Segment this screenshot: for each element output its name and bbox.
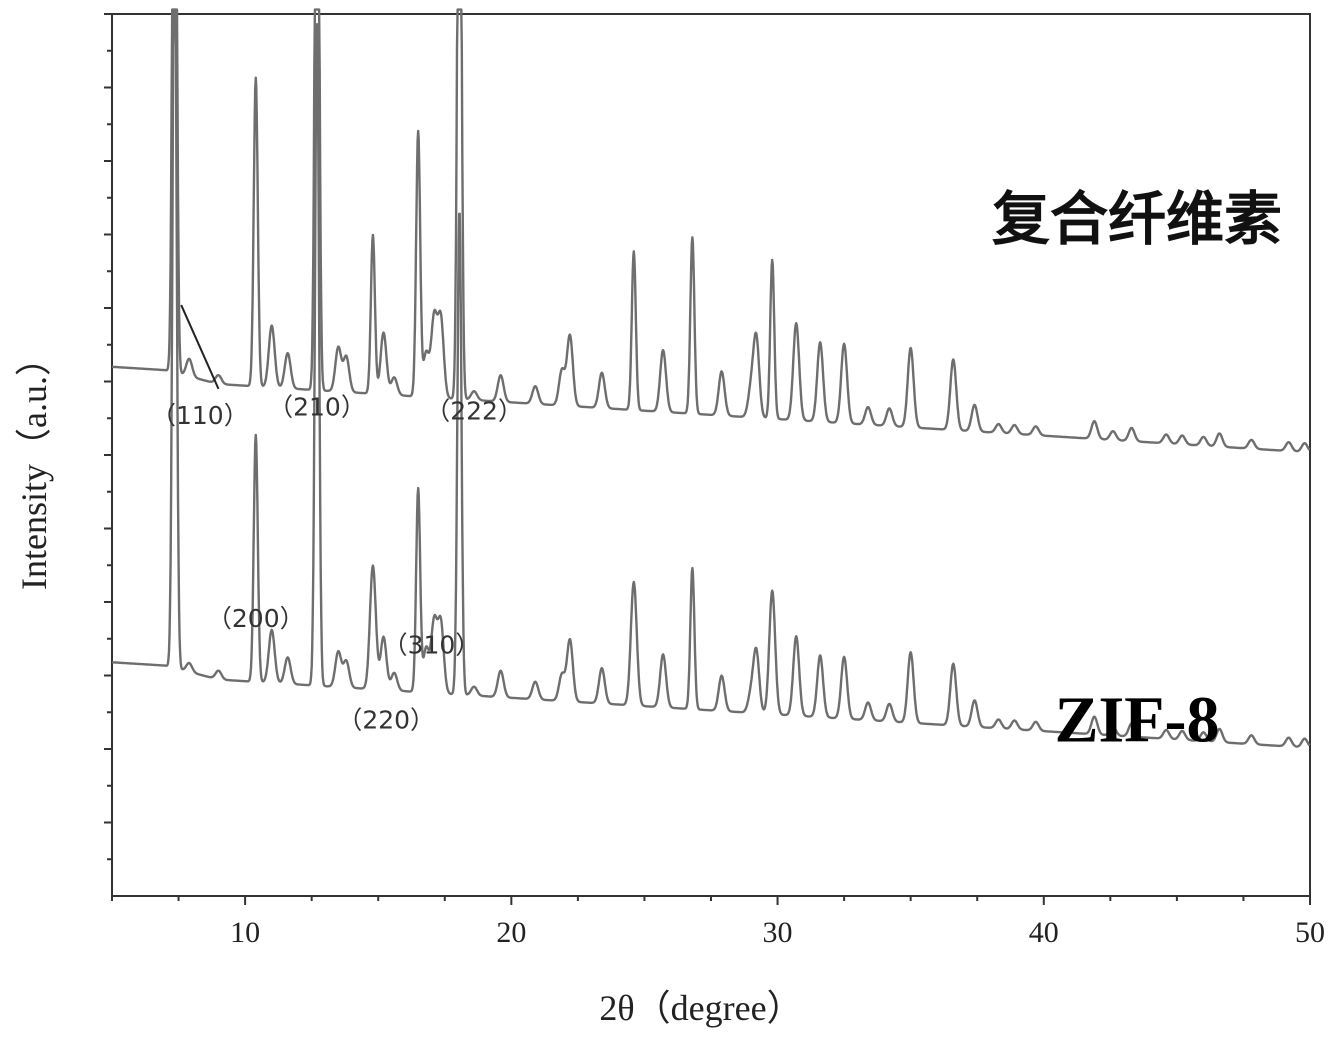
peak-label: （200） — [207, 604, 305, 633]
peak-label: （310） — [383, 630, 481, 659]
plot-border — [111, 13, 1311, 897]
x-tick-label: 40 — [1029, 916, 1059, 949]
peak-label: （210） — [268, 392, 366, 421]
x-tick-label: 20 — [496, 916, 526, 949]
peak-label: （220） — [337, 705, 435, 734]
series-labels: 复合纤维素 ZIF-8 — [992, 185, 1282, 757]
x-axis-title: 2θ（degree） — [599, 988, 802, 1028]
series-line-composite-cellulose — [111, 8, 1311, 453]
series-label-zif-8: ZIF-8 — [1054, 684, 1219, 757]
annotation-pointer-line — [180, 304, 220, 390]
x-tick-label: 30 — [763, 916, 793, 949]
x-tick-label: 50 — [1295, 916, 1325, 949]
y-axis-ticks — [104, 13, 112, 861]
peak-label: （110） — [151, 401, 249, 430]
x-tick-label: 10 — [230, 916, 260, 949]
series-line-zif-8 — [111, 8, 1311, 748]
peak-annotations: （110） （210） （222） （200） （310） （220） — [151, 304, 523, 734]
series-label-composite-cellulose: 复合纤维素 — [992, 185, 1282, 253]
y-axis-title: Intensity（a.u.） — [14, 340, 54, 590]
peak-label: （222） — [425, 397, 523, 426]
plot-frame — [111, 13, 1311, 897]
series-lines — [111, 8, 1311, 748]
x-axis-ticks: 10 20 30 40 50 — [111, 896, 1325, 949]
